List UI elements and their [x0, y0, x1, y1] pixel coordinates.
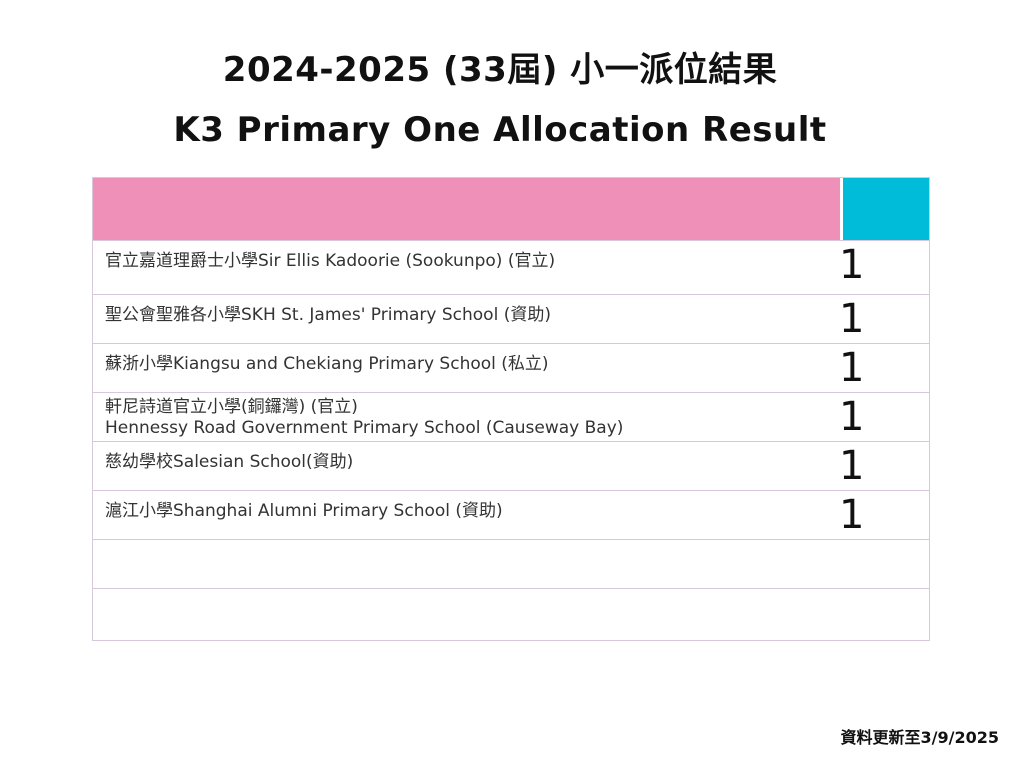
school-name: 官立嘉道理爵士小學Sir Ellis Kadoorie (Sookunpo) (…	[105, 251, 556, 271]
table-row: 慈幼學校Salesian School(資助) 1	[93, 442, 929, 491]
table-row	[93, 589, 929, 638]
allocation-count: 1	[839, 443, 865, 489]
title-block: 2024-2025 (33屆) 小一派位結果 K3 Primary One Al…	[0, 40, 1000, 160]
table-row	[93, 540, 929, 589]
header-count-column	[840, 178, 929, 240]
school-name: 軒尼詩道官立小學(銅鑼灣) (官立) Hennessy Road Governm…	[93, 393, 839, 441]
table-row: 滬江小學Shanghai Alumni Primary School (資助) …	[93, 491, 929, 540]
school-name: 滬江小學Shanghai Alumni Primary School (資助)	[105, 501, 503, 521]
school-name-zh: 軒尼詩道官立小學(銅鑼灣) (官立)	[105, 397, 358, 417]
header-school-column	[93, 178, 840, 240]
page-title-zh: 2024-2025 (33屆) 小一派位結果	[222, 50, 778, 90]
table-header	[93, 178, 929, 241]
allocation-count: 1	[839, 492, 865, 538]
school-name	[93, 540, 839, 588]
allocation-count: 1	[839, 242, 865, 288]
school-name: 慈幼學校Salesian School(資助)	[105, 452, 354, 472]
allocation-count: 1	[839, 345, 865, 391]
allocation-count: 1	[839, 296, 865, 342]
school-name: 聖公會聖雅各小學SKH St. James' Primary School (資…	[105, 305, 551, 325]
allocation-count	[839, 589, 929, 638]
school-name-en: Hennessy Road Government Primary School …	[105, 418, 624, 438]
allocation-table: 官立嘉道理爵士小學Sir Ellis Kadoorie (Sookunpo) (…	[92, 177, 930, 641]
table-row: 蘇浙小學Kiangsu and Chekiang Primary School …	[93, 344, 929, 393]
allocation-count	[839, 540, 929, 588]
table-row: 聖公會聖雅各小學SKH St. James' Primary School (資…	[93, 295, 929, 344]
allocation-count: 1	[839, 394, 865, 440]
table-row: 軒尼詩道官立小學(銅鑼灣) (官立) Hennessy Road Governm…	[93, 393, 929, 442]
update-date: 資料更新至3/9/2025	[840, 728, 1000, 747]
school-name	[93, 589, 839, 638]
page-title-en: K3 Primary One Allocation Result	[173, 110, 827, 150]
table-row: 官立嘉道理爵士小學Sir Ellis Kadoorie (Sookunpo) (…	[93, 241, 929, 295]
school-name: 蘇浙小學Kiangsu and Chekiang Primary School …	[105, 354, 549, 374]
